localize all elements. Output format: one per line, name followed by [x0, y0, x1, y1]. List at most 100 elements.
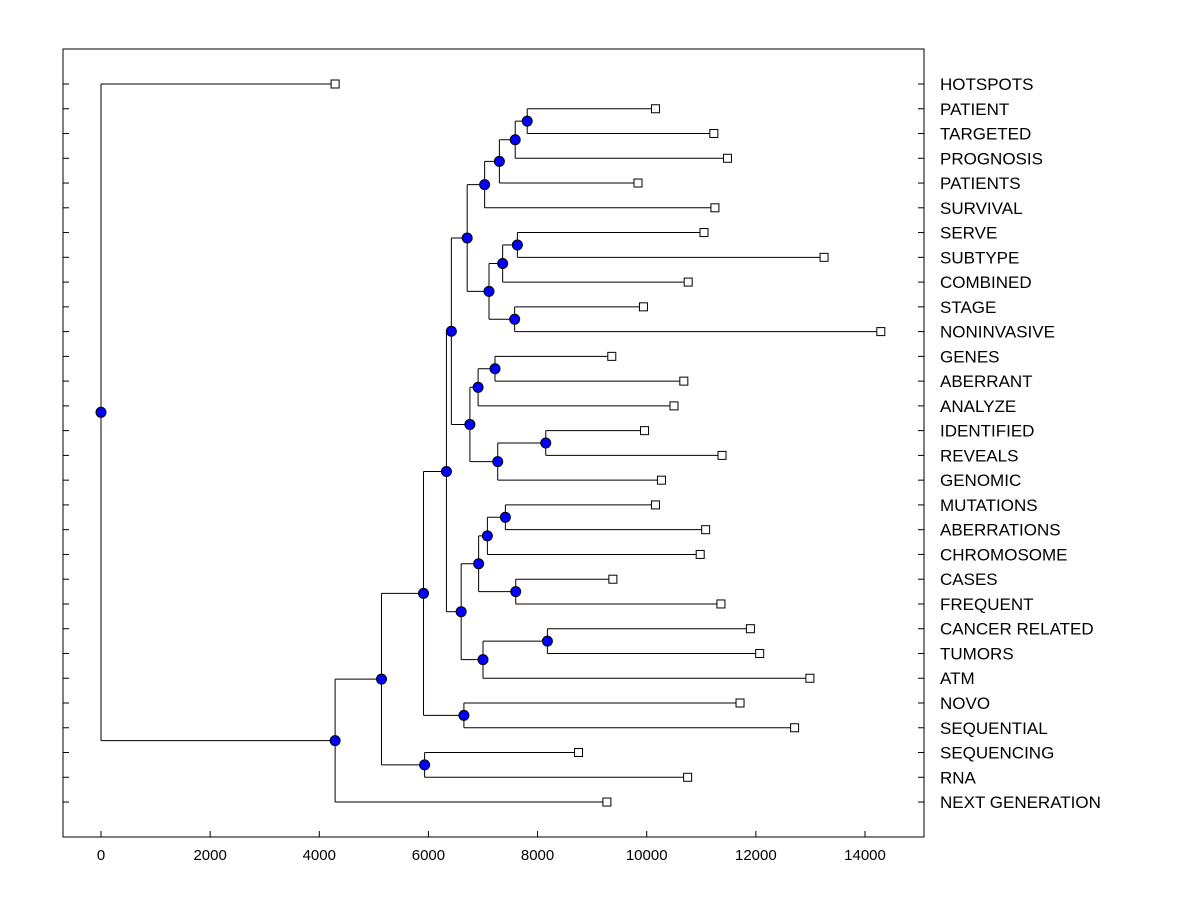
- merge-node-m24: [458, 709, 470, 721]
- leaf-labels: HOTSPOTS PATIENT TARGETED PROGNOSIS PATIENTS…: [940, 75, 1101, 812]
- x-tick-label: 6000: [412, 847, 445, 864]
- leaf-marker-next-generation: [602, 797, 612, 807]
- leaf-marker-mutations: [650, 500, 660, 510]
- leaf-marker-reveals: [717, 450, 727, 460]
- leaf-label-stage: STAGE: [940, 298, 996, 317]
- leaf-label-targeted: TARGETED: [940, 125, 1031, 144]
- leaf-marker-sequential: [790, 723, 800, 733]
- leaf-label-patient: PATIENT: [940, 100, 1009, 119]
- leaf-label-combined: COMBINED: [940, 273, 1032, 292]
- leaf-label-cancer-related: CANCER RELATED: [940, 620, 1094, 639]
- merge-node-m23: [440, 465, 452, 477]
- leaf-marker-chromosome: [695, 549, 705, 559]
- leaf-label-aberrant: ABERRANT: [940, 372, 1033, 391]
- leaf-label-reveals: REVEALS: [940, 446, 1018, 465]
- leaf-label-noninvasive: NONINVASIVE: [940, 323, 1055, 342]
- leaf-marker-noninvasive: [876, 327, 886, 337]
- merge-node-m25: [418, 587, 430, 599]
- leaf-label-prognosis: PROGNOSIS: [940, 149, 1043, 168]
- leaf-label-hotspots: HOTSPOTS: [940, 75, 1034, 94]
- leaf-marker-combined: [683, 277, 693, 287]
- x-tick-label: 10000: [626, 847, 668, 864]
- leaf-marker-genomic: [656, 475, 666, 485]
- merge-node-m28: [329, 735, 341, 747]
- leaf-label-tumors: TUMORS: [940, 644, 1014, 663]
- leaf-label-aberrations: ABERRATIONS: [940, 521, 1061, 540]
- leaf-marker-patient: [650, 104, 660, 114]
- merge-node-m19: [473, 558, 485, 570]
- merge-nodes: [95, 115, 553, 771]
- leaf-label-genes: GENES: [940, 347, 1000, 366]
- leaf-label-analyze: ANALYZE: [940, 397, 1016, 416]
- merge-node-m20: [541, 635, 553, 647]
- merge-node-m14: [464, 418, 476, 430]
- merge-node-m9: [461, 232, 473, 244]
- merge-node-m16: [499, 511, 511, 523]
- x-tick-label: 2000: [193, 847, 226, 864]
- merge-node-m12: [540, 437, 552, 449]
- merge-node-m22: [455, 606, 467, 618]
- leaf-label-survival: SURVIVAL: [940, 199, 1023, 218]
- leaf-marker-subtype: [819, 252, 829, 262]
- x-tick-label: 0: [97, 847, 105, 864]
- leaf-label-identified: IDENTIFIED: [940, 422, 1034, 441]
- merge-node-m29: [95, 406, 107, 418]
- leaf-marker-sequencing: [574, 748, 583, 758]
- leaf-label-rna: RNA: [940, 768, 977, 787]
- leaf-label-mutations: MUTATIONS: [940, 496, 1038, 515]
- merge-node-m8: [483, 285, 495, 297]
- leaf-marker-stage: [638, 302, 648, 312]
- merge-node-m18: [510, 586, 522, 598]
- leaf-marker-atm: [805, 673, 815, 683]
- leaf-label-genomic: GENOMIC: [940, 471, 1021, 490]
- leaf-markers: [330, 79, 886, 807]
- merge-node-m7: [509, 313, 521, 325]
- x-tick-label: 4000: [303, 847, 336, 864]
- x-tick-label: 8000: [521, 847, 554, 864]
- leaf-marker-frequent: [716, 599, 726, 609]
- merge-node-m1: [521, 115, 533, 127]
- leaf-label-patients: PATIENTS: [940, 174, 1021, 193]
- leaf-label-subtype: SUBTYPE: [940, 248, 1019, 267]
- leaf-label-next-generation: NEXT GENERATION: [940, 793, 1101, 812]
- leaf-marker-novo: [735, 698, 745, 708]
- plot-area-frame: [62, 48, 925, 838]
- leaf-marker-rna: [683, 772, 693, 782]
- merge-node-m5: [511, 239, 523, 251]
- leaf-label-novo: NOVO: [940, 694, 990, 713]
- merge-node-m15: [445, 325, 457, 337]
- merge-node-m27: [375, 673, 387, 685]
- leaf-marker-cancer-related: [745, 624, 755, 634]
- merge-node-m13: [492, 456, 504, 468]
- axis-ticks: [63, 83, 924, 837]
- leaf-marker-prognosis: [722, 153, 732, 163]
- merge-node-m10: [489, 363, 501, 375]
- merge-node-m21: [477, 654, 489, 666]
- leaf-marker-tumors: [755, 648, 765, 658]
- leaf-marker-cases: [608, 574, 618, 584]
- leaf-label-chromosome: CHROMOSOME: [940, 545, 1068, 564]
- leaf-label-serve: SERVE: [940, 224, 997, 243]
- x-tick-label: 14000: [844, 847, 886, 864]
- leaf-label-atm: ATM: [940, 669, 975, 688]
- leaf-label-frequent: FREQUENT: [940, 595, 1034, 614]
- leaf-marker-serve: [699, 228, 709, 238]
- leaf-marker-patients: [633, 178, 643, 188]
- merge-node-m2: [509, 134, 521, 146]
- leaf-marker-identified: [640, 426, 650, 436]
- leaf-marker-aberrant: [679, 376, 689, 386]
- leaf-label-sequential: SEQUENTIAL: [940, 719, 1048, 738]
- merge-node-m6: [497, 258, 509, 270]
- leaf-marker-survival: [710, 203, 720, 213]
- leaf-label-sequencing: SEQUENCING: [940, 744, 1054, 763]
- leaf-marker-targeted: [709, 129, 719, 139]
- leaf-marker-hotspots: [330, 79, 340, 89]
- merge-node-m26: [419, 759, 431, 771]
- leaf-label-cases: CASES: [940, 570, 998, 589]
- merge-node-m11: [472, 381, 484, 393]
- x-tick-label: 12000: [735, 847, 777, 864]
- merge-node-m17: [481, 530, 493, 542]
- leaf-marker-genes: [607, 351, 617, 361]
